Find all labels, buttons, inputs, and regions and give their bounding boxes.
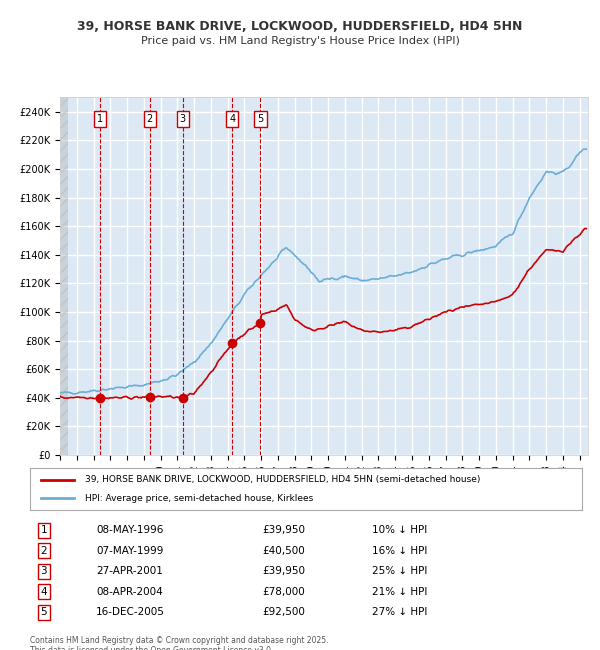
Text: 2: 2 [146, 114, 153, 124]
Text: 5: 5 [40, 607, 47, 618]
Text: 16% ↓ HPI: 16% ↓ HPI [372, 546, 428, 556]
Text: 3: 3 [40, 566, 47, 577]
Text: 08-APR-2004: 08-APR-2004 [96, 587, 163, 597]
Text: 4: 4 [40, 587, 47, 597]
Text: HPI: Average price, semi-detached house, Kirklees: HPI: Average price, semi-detached house,… [85, 494, 313, 503]
Text: 27-APR-2001: 27-APR-2001 [96, 566, 163, 577]
Text: 39, HORSE BANK DRIVE, LOCKWOOD, HUDDERSFIELD, HD4 5HN: 39, HORSE BANK DRIVE, LOCKWOOD, HUDDERSF… [77, 20, 523, 32]
Text: 16-DEC-2005: 16-DEC-2005 [96, 607, 165, 618]
Text: 39, HORSE BANK DRIVE, LOCKWOOD, HUDDERSFIELD, HD4 5HN (semi-detached house): 39, HORSE BANK DRIVE, LOCKWOOD, HUDDERSF… [85, 475, 481, 484]
Text: 1: 1 [97, 114, 103, 124]
Text: 3: 3 [179, 114, 186, 124]
Text: £39,950: £39,950 [262, 525, 305, 536]
Text: Contains HM Land Registry data © Crown copyright and database right 2025.
This d: Contains HM Land Registry data © Crown c… [30, 636, 329, 650]
Text: £39,950: £39,950 [262, 566, 305, 577]
Text: 10% ↓ HPI: 10% ↓ HPI [372, 525, 427, 536]
Text: £40,500: £40,500 [262, 546, 305, 556]
Text: 21% ↓ HPI: 21% ↓ HPI [372, 587, 428, 597]
Text: 25% ↓ HPI: 25% ↓ HPI [372, 566, 428, 577]
Text: 1: 1 [40, 525, 47, 536]
Text: £78,000: £78,000 [262, 587, 305, 597]
Text: 2: 2 [40, 546, 47, 556]
Text: £92,500: £92,500 [262, 607, 305, 618]
Text: 07-MAY-1999: 07-MAY-1999 [96, 546, 164, 556]
Text: 4: 4 [229, 114, 235, 124]
Text: 27% ↓ HPI: 27% ↓ HPI [372, 607, 428, 618]
Text: Price paid vs. HM Land Registry's House Price Index (HPI): Price paid vs. HM Land Registry's House … [140, 36, 460, 46]
Text: 5: 5 [257, 114, 263, 124]
Text: 08-MAY-1996: 08-MAY-1996 [96, 525, 164, 536]
